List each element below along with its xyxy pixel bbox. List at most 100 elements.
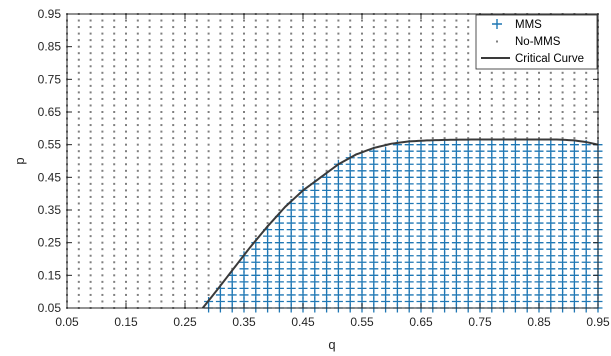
no-mms-point	[514, 130, 517, 133]
mms-point	[322, 172, 332, 182]
no-mms-point	[254, 182, 257, 185]
no-mms-point	[361, 97, 363, 100]
mms-point	[440, 140, 450, 150]
no-mms-point	[313, 176, 316, 179]
no-mms-point	[195, 254, 198, 257]
no-mms-point	[420, 19, 422, 22]
no-mms-point	[231, 209, 234, 211]
no-mms-point	[361, 104, 363, 107]
no-mms-point	[101, 52, 104, 55]
no-mms-point	[467, 65, 470, 68]
no-mms-point	[184, 52, 186, 55]
no-mms-point	[219, 267, 222, 270]
no-mms-point	[207, 254, 210, 257]
no-mms-point	[148, 91, 151, 94]
no-mms-point	[89, 78, 92, 81]
no-mms-point	[254, 111, 257, 113]
no-mms-point	[184, 176, 186, 179]
no-mms-point	[231, 261, 234, 264]
no-mms-point	[254, 228, 257, 231]
no-mms-point	[455, 137, 458, 140]
no-mms-point	[148, 130, 151, 133]
no-mms-point	[254, 137, 257, 140]
no-mms-point	[278, 71, 281, 74]
no-mms-point	[431, 19, 434, 22]
no-mms-point	[207, 150, 210, 153]
mms-point	[475, 140, 485, 150]
no-mms-point	[160, 228, 163, 231]
no-mms-point	[136, 32, 139, 35]
no-mms-point	[243, 19, 245, 22]
no-mms-point	[172, 45, 175, 48]
no-mms-point	[549, 71, 552, 74]
no-mms-point	[195, 182, 198, 185]
no-mms-point	[101, 32, 104, 35]
no-mms-point	[254, 215, 257, 218]
no-mms-point	[172, 222, 175, 225]
no-mms-point	[302, 45, 304, 48]
no-mms-point	[195, 189, 198, 192]
no-mms-point	[278, 78, 281, 81]
no-mms-point	[561, 124, 564, 127]
no-mms-point	[302, 111, 304, 113]
no-mms-point	[113, 261, 116, 264]
no-mms-point	[195, 202, 198, 205]
no-mms-point	[172, 150, 175, 153]
no-mms-point	[160, 91, 163, 94]
no-mms-point	[89, 84, 92, 87]
no-mms-point	[361, 58, 363, 61]
no-mms-point	[396, 130, 399, 133]
no-mms-point	[125, 26, 127, 29]
no-mms-point	[243, 111, 245, 113]
no-mms-point	[290, 163, 293, 166]
no-mms-point	[172, 195, 175, 198]
no-mms-point	[195, 163, 198, 166]
no-mms-point	[113, 228, 116, 231]
no-mms-point	[302, 156, 304, 159]
no-mms-point	[207, 274, 210, 277]
no-mms-point	[455, 111, 458, 113]
no-mms-point	[195, 150, 198, 153]
no-mms-point	[278, 169, 281, 172]
no-mms-point	[172, 182, 175, 185]
no-mms-point	[101, 91, 104, 94]
no-mms-point	[160, 124, 163, 127]
no-mms-point	[384, 111, 387, 113]
no-mms-point	[195, 78, 198, 81]
no-mms-point	[384, 137, 387, 140]
no-mms-point	[231, 215, 234, 218]
no-mms-point	[325, 26, 328, 29]
no-mms-point	[136, 150, 139, 153]
no-mms-point	[243, 84, 245, 87]
no-mms-point	[136, 163, 139, 166]
no-mms-point	[113, 280, 116, 283]
no-mms-point	[278, 32, 281, 35]
no-mms-point	[467, 52, 470, 55]
no-mms-point	[313, 137, 316, 140]
no-mms-point	[77, 176, 80, 179]
no-mms-point	[89, 267, 92, 270]
no-mms-point	[278, 163, 281, 166]
no-mms-point	[549, 97, 552, 100]
no-mms-point	[125, 156, 127, 159]
no-mms-point	[136, 65, 139, 68]
no-mms-point	[89, 97, 92, 100]
no-mms-point	[443, 52, 446, 55]
no-mms-point	[184, 117, 186, 120]
no-mms-point	[148, 137, 151, 140]
no-mms-point	[101, 280, 104, 283]
no-mms-point	[549, 84, 552, 87]
no-mms-point	[136, 182, 139, 185]
no-mms-point	[207, 228, 210, 231]
no-mms-point	[77, 130, 80, 133]
no-mms-point	[125, 45, 127, 48]
no-mms-point	[148, 78, 151, 81]
no-mms-point	[431, 111, 434, 113]
no-mms-point	[313, 71, 316, 74]
no-mms-point	[302, 32, 304, 35]
no-mms-point	[219, 222, 222, 225]
no-mms-point	[113, 300, 116, 303]
no-mms-point	[514, 91, 517, 94]
no-mms-point	[243, 195, 245, 198]
no-mms-point	[219, 169, 222, 172]
